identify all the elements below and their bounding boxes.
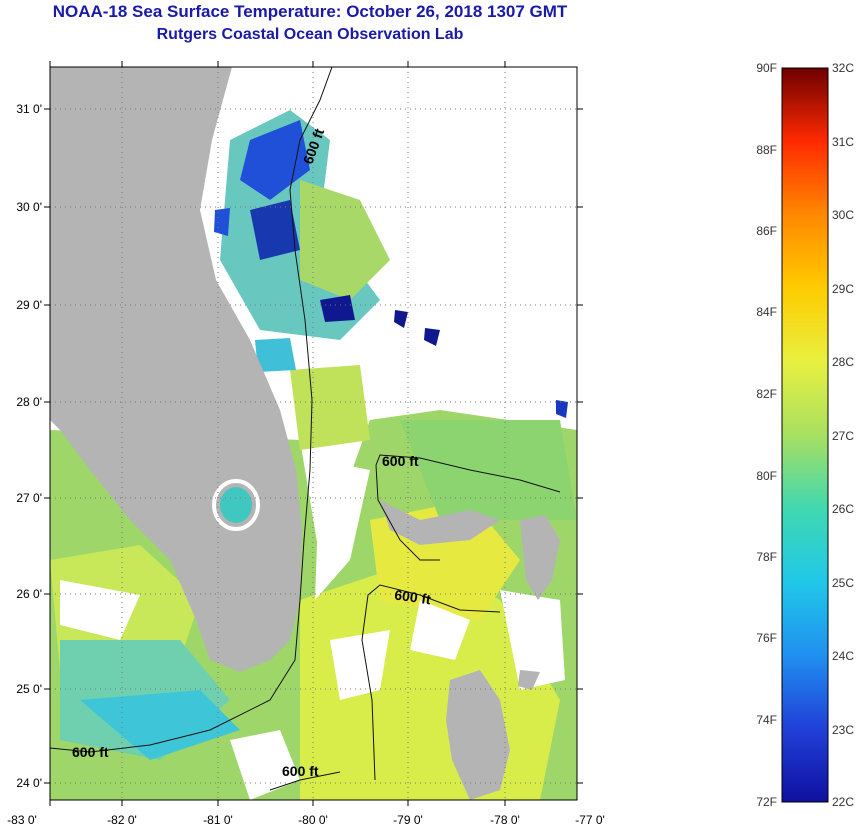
colorbar-f-label: 82F — [756, 387, 777, 401]
colorbar-f-label: 78F — [756, 550, 777, 564]
colorbar-f-label: 76F — [756, 631, 777, 645]
contour-label: 600 ft — [282, 763, 319, 779]
lat-label: 25 0' — [16, 682, 42, 696]
lon-label: -80 0' — [298, 813, 328, 827]
lat-label: 26 0' — [16, 587, 42, 601]
lat-label: 28 0' — [16, 395, 42, 409]
lat-label: 24 0' — [16, 776, 42, 790]
contour-label: 600 ft — [72, 744, 109, 760]
isobath-contours — [50, 67, 561, 791]
contour-label: 600 ft — [393, 586, 432, 607]
lon-label: -78 0' — [490, 813, 520, 827]
lat-label: 31 0' — [16, 102, 42, 116]
lake-okeechobee — [220, 487, 252, 523]
land-layer — [50, 67, 560, 800]
colorbar-c-label: 24C — [832, 649, 854, 663]
lon-label: -81 0' — [203, 813, 233, 827]
colorbar: 90F 88F 86F 84F 82F 80F 78F 76F 74F 72F … — [756, 61, 854, 809]
colorbar-f-label: 90F — [756, 61, 777, 75]
lon-label: -83 0' — [7, 813, 37, 827]
colorbar-c-label: 27C — [832, 429, 854, 443]
map-title: NOAA-18 Sea Surface Temperature: October… — [52, 2, 568, 21]
colorbar-c-label: 25C — [832, 576, 854, 590]
lat-label: 30 0' — [16, 200, 42, 214]
lat-label: 29 0' — [16, 298, 42, 312]
colorbar-c-label: 29C — [832, 282, 854, 296]
colorbar-c-label: 26C — [832, 502, 854, 516]
colorbar-c-label: 32C — [832, 61, 854, 75]
colorbar-c-label: 23C — [832, 723, 854, 737]
lon-label: -82 0' — [107, 813, 137, 827]
colorbar-c-label: 22C — [832, 795, 854, 809]
lat-label: 27 0' — [16, 491, 42, 505]
colorbar-gradient — [781, 67, 829, 803]
graticule — [50, 67, 577, 800]
map-area: 600 ft 600 ft 600 ft 600 ft 600 ft — [50, 67, 577, 800]
lon-label: -77 0' — [575, 813, 605, 827]
colorbar-f-label: 72F — [756, 795, 777, 809]
colorbar-f-label: 74F — [756, 713, 777, 727]
contour-label: 600 ft — [382, 453, 419, 469]
colorbar-c-label: 28C — [832, 355, 854, 369]
lon-label: -79 0' — [393, 813, 423, 827]
colorbar-c-label: 30C — [832, 208, 854, 222]
colorbar-f-label: 88F — [756, 143, 777, 157]
colorbar-f-label: 86F — [756, 224, 777, 238]
colorbar-c-label: 31C — [832, 135, 854, 149]
colorbar-f-label: 84F — [756, 305, 777, 319]
axis-ticks — [44, 61, 583, 806]
colorbar-f-label: 80F — [756, 469, 777, 483]
map-subtitle: Rutgers Coastal Ocean Observation Lab — [156, 26, 464, 43]
